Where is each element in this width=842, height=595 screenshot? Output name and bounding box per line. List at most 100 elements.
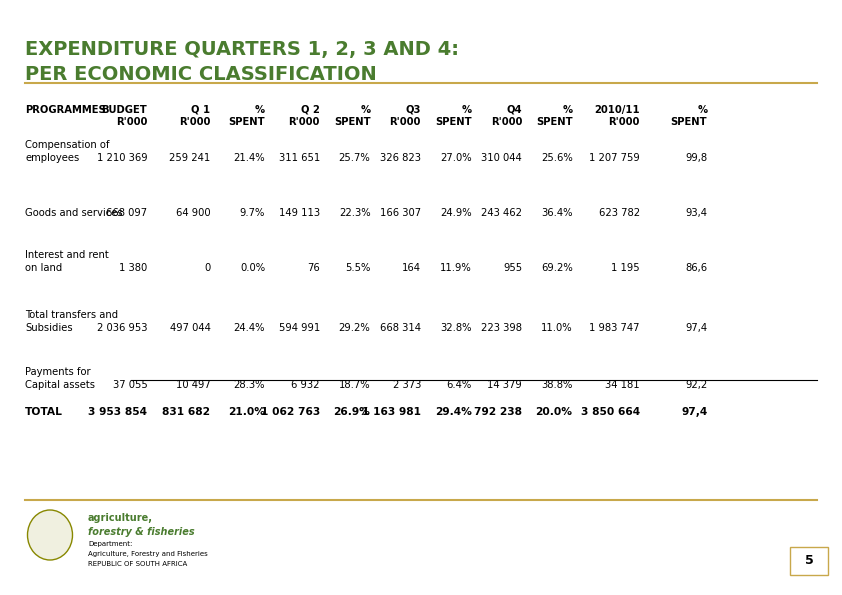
Text: %: % <box>461 105 472 115</box>
Text: REPUBLIC OF SOUTH AFRICA: REPUBLIC OF SOUTH AFRICA <box>88 561 187 567</box>
Text: Goods and services: Goods and services <box>25 208 123 218</box>
Text: 223 398: 223 398 <box>481 323 522 333</box>
Text: 166 307: 166 307 <box>380 208 421 218</box>
Text: 1 163 981: 1 163 981 <box>362 407 421 417</box>
Text: 594 991: 594 991 <box>279 323 320 333</box>
Text: Payments for: Payments for <box>25 367 91 377</box>
Text: R'000: R'000 <box>390 117 421 127</box>
Text: 32.8%: 32.8% <box>440 323 472 333</box>
Text: 311 651: 311 651 <box>279 153 320 163</box>
Text: R'000: R'000 <box>491 117 522 127</box>
Text: TOTAL: TOTAL <box>25 407 63 417</box>
Text: Q4: Q4 <box>506 105 522 115</box>
Text: 9.7%: 9.7% <box>240 208 265 218</box>
Text: 326 823: 326 823 <box>380 153 421 163</box>
Text: 11.0%: 11.0% <box>541 323 573 333</box>
Text: 22.3%: 22.3% <box>338 208 370 218</box>
Text: %: % <box>360 105 370 115</box>
Text: 20.0%: 20.0% <box>536 407 573 417</box>
Text: 6.4%: 6.4% <box>446 380 472 390</box>
Text: 259 241: 259 241 <box>169 153 210 163</box>
Text: 21.0%: 21.0% <box>228 407 265 417</box>
Text: 668 314: 668 314 <box>380 323 421 333</box>
Text: R'000: R'000 <box>289 117 320 127</box>
Text: 831 682: 831 682 <box>163 407 210 417</box>
Text: on land: on land <box>25 263 62 273</box>
Text: SPENT: SPENT <box>334 117 370 127</box>
Text: PROGRAMMES: PROGRAMMES <box>25 105 106 115</box>
Text: 2010/11: 2010/11 <box>594 105 640 115</box>
Text: 5.5%: 5.5% <box>345 263 370 273</box>
Text: 792 238: 792 238 <box>474 407 522 417</box>
Text: 149 113: 149 113 <box>279 208 320 218</box>
Text: Interest and rent: Interest and rent <box>25 250 109 260</box>
Text: 14 379: 14 379 <box>488 380 522 390</box>
Text: 37 055: 37 055 <box>113 380 147 390</box>
Text: 29.2%: 29.2% <box>338 323 370 333</box>
Text: 164: 164 <box>402 263 421 273</box>
Text: 2 373: 2 373 <box>392 380 421 390</box>
Text: %: % <box>562 105 573 115</box>
Text: 10 497: 10 497 <box>176 380 210 390</box>
Text: 1 380: 1 380 <box>119 263 147 273</box>
Text: 2 036 953: 2 036 953 <box>97 323 147 333</box>
Text: SPENT: SPENT <box>435 117 472 127</box>
Text: 34 181: 34 181 <box>605 380 640 390</box>
Text: 86,6: 86,6 <box>685 263 707 273</box>
Text: 3 850 664: 3 850 664 <box>581 407 640 417</box>
Text: Capital assets: Capital assets <box>25 380 95 390</box>
Text: 310 044: 310 044 <box>482 153 522 163</box>
Text: 27.0%: 27.0% <box>440 153 472 163</box>
Text: R'000: R'000 <box>179 117 210 127</box>
Text: 1 207 759: 1 207 759 <box>589 153 640 163</box>
Text: SPENT: SPENT <box>229 117 265 127</box>
Text: %: % <box>255 105 265 115</box>
Text: %: % <box>697 105 707 115</box>
Text: forestry & fisheries: forestry & fisheries <box>88 527 195 537</box>
Text: 92,2: 92,2 <box>685 380 707 390</box>
Text: R'000: R'000 <box>116 117 147 127</box>
Text: 0: 0 <box>205 263 210 273</box>
Text: SPENT: SPENT <box>536 117 573 127</box>
Text: 26.9%: 26.9% <box>333 407 370 417</box>
Text: Q 2: Q 2 <box>301 105 320 115</box>
Text: SPENT: SPENT <box>671 117 707 127</box>
Text: 38.8%: 38.8% <box>541 380 573 390</box>
Text: 21.4%: 21.4% <box>233 153 265 163</box>
Text: 6 932: 6 932 <box>291 380 320 390</box>
Text: 5: 5 <box>805 555 813 568</box>
Text: 97,4: 97,4 <box>685 323 707 333</box>
Text: employees: employees <box>25 153 79 163</box>
Text: 497 044: 497 044 <box>169 323 210 333</box>
Text: Subsidies: Subsidies <box>25 323 73 333</box>
Text: 76: 76 <box>307 263 320 273</box>
Text: R'000: R'000 <box>609 117 640 127</box>
Text: 69.2%: 69.2% <box>541 263 573 273</box>
Text: Department:: Department: <box>88 541 132 547</box>
Text: 11.9%: 11.9% <box>440 263 472 273</box>
Text: 64 900: 64 900 <box>176 208 210 218</box>
Text: Total transfers and: Total transfers and <box>25 310 119 320</box>
Text: 99,8: 99,8 <box>685 153 707 163</box>
Text: 3 953 854: 3 953 854 <box>88 407 147 417</box>
Text: EXPENDITURE QUARTERS 1, 2, 3 AND 4:: EXPENDITURE QUARTERS 1, 2, 3 AND 4: <box>25 40 459 59</box>
Text: 1 210 369: 1 210 369 <box>97 153 147 163</box>
Text: Q3: Q3 <box>406 105 421 115</box>
Text: 18.7%: 18.7% <box>338 380 370 390</box>
Text: 1 983 747: 1 983 747 <box>589 323 640 333</box>
Text: PER ECONOMIC CLASSIFICATION: PER ECONOMIC CLASSIFICATION <box>25 65 376 84</box>
Text: Q 1: Q 1 <box>191 105 210 115</box>
Text: 25.7%: 25.7% <box>338 153 370 163</box>
Text: BUDGET: BUDGET <box>102 105 147 115</box>
Text: 0.0%: 0.0% <box>240 263 265 273</box>
Text: 668 097: 668 097 <box>106 208 147 218</box>
Text: 955: 955 <box>503 263 522 273</box>
Text: agriculture,: agriculture, <box>88 513 153 523</box>
Text: 29.4%: 29.4% <box>434 407 472 417</box>
Text: 243 462: 243 462 <box>481 208 522 218</box>
FancyBboxPatch shape <box>790 547 828 575</box>
Text: 97,4: 97,4 <box>681 407 707 417</box>
Text: 1 062 763: 1 062 763 <box>261 407 320 417</box>
Text: Agriculture, Forestry and Fisheries: Agriculture, Forestry and Fisheries <box>88 551 208 557</box>
Text: 25.6%: 25.6% <box>541 153 573 163</box>
